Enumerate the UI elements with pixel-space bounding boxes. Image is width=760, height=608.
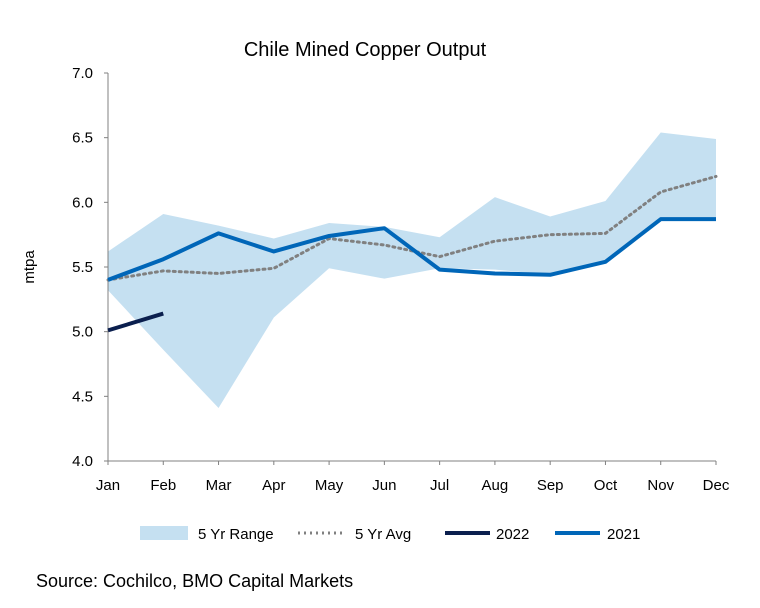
chart-title: Chile Mined Copper Output: [244, 39, 487, 61]
y-axis-label: mtpa: [21, 250, 38, 284]
x-tick-label: Mar: [206, 477, 232, 494]
line-2022: [107, 311, 164, 333]
x-tick-label: Nov: [647, 477, 674, 494]
x-tick-label: Dec: [703, 477, 730, 494]
x-tick-label: Feb: [150, 477, 176, 494]
source-note: Source: Cochilco, BMO Capital Markets: [36, 571, 353, 591]
y-tick-label: 5.5: [72, 259, 93, 276]
legend-label-avg: 5 Yr Avg: [355, 526, 411, 543]
y-tick-label: 7.0: [72, 65, 93, 82]
x-tick-label: Jul: [430, 477, 449, 494]
legend-label-2022: 2022: [496, 526, 529, 543]
x-tick-label: Jun: [372, 477, 396, 494]
x-tick-label: Sep: [537, 477, 564, 494]
y-tick-label: 4.5: [72, 388, 93, 405]
x-tick-label: Oct: [594, 477, 618, 494]
y-tick-label: 4.0: [72, 453, 93, 470]
legend-label-2021: 2021: [607, 526, 640, 543]
range-band: [108, 132, 716, 408]
x-tick-label: Jan: [96, 477, 120, 494]
legend: 5 Yr Range 5 Yr Avg 2022 2021: [140, 526, 640, 543]
legend-swatch-range: [140, 526, 188, 540]
x-tick-label: Apr: [262, 477, 285, 494]
legend-label-range: 5 Yr Range: [198, 526, 274, 543]
y-tick-label: 6.5: [72, 130, 93, 147]
x-tick-label: May: [315, 477, 344, 494]
x-tick-label: Aug: [482, 477, 509, 494]
line-2021: [107, 217, 716, 282]
y-tick-label: 5.0: [72, 324, 93, 341]
y-tick-label: 6.0: [72, 194, 93, 211]
